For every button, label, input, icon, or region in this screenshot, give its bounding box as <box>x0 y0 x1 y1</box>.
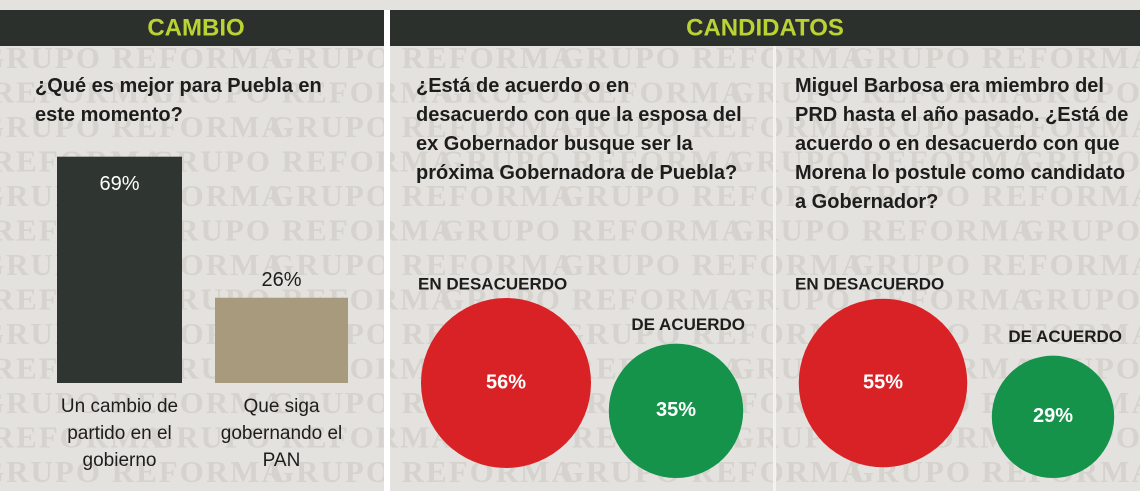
watermark-text: GRUPO REFORMA <box>150 144 456 179</box>
watermark-text: GRUPO REFORMA <box>0 420 166 455</box>
watermark-text: GRUPO REFORMA <box>440 75 746 110</box>
watermark-text: GRUPO REFORMA <box>0 75 166 110</box>
header-band <box>0 10 1140 46</box>
value-label: 26% <box>261 269 301 291</box>
category-label: EN DESACUERDO <box>795 274 944 293</box>
watermark-text: GRUPO REFORMA <box>150 75 456 110</box>
watermark-text: GRUPO REFORMA <box>560 247 866 282</box>
chart-title: ¿Está de acuerdo o en desacuerdo con que… <box>416 75 742 184</box>
watermark-text: GRUPO REFORMA <box>150 213 456 248</box>
bubble <box>991 355 1115 478</box>
watermark-text: GRUPO REFORMA <box>150 420 456 455</box>
watermark-text: GRUPO REFORMA <box>1020 213 1140 248</box>
value-label: 69% <box>99 173 139 195</box>
category-label: EN DESACUERDO <box>418 274 567 293</box>
bar <box>215 297 348 383</box>
watermark-text: GRUPO REFORMA <box>730 213 1036 248</box>
watermark-text: GRUPO REFORMA <box>270 178 576 213</box>
watermark-text: GRUPO REFORMA <box>270 109 576 144</box>
watermark-text: GRUPO REFORMA <box>440 144 746 179</box>
bubble <box>798 298 968 468</box>
chart-title: Miguel Barbosa era miembro del PRD hasta… <box>795 75 1129 213</box>
category-label: Que siga gobernando el PAN <box>220 396 343 471</box>
watermark-text: GRUPO REFORMA <box>270 247 576 282</box>
category-label: Un cambio de partido en el gobierno <box>60 396 179 471</box>
section-header: CANDIDATOS <box>686 14 844 41</box>
watermark-text: GRUPO REFORMA <box>0 385 286 420</box>
bar <box>57 156 182 383</box>
watermark-text: GRUPO REFORMA <box>850 178 1140 213</box>
chart-title: ¿Qué es mejor para Puebla en este moment… <box>35 75 322 126</box>
watermark-text: GRUPO REFORMA <box>440 213 746 248</box>
watermark-text: GRUPO REFORMA <box>0 109 286 144</box>
bubble <box>420 297 592 469</box>
value-label: 56% <box>486 371 526 393</box>
watermark-text: GRUPO REFORMA <box>850 247 1140 282</box>
watermark-text: GRUPO REFORMA <box>730 75 1036 110</box>
watermark-text: GRUPO REFORMA <box>1020 144 1140 179</box>
category-label: DE ACUERDO <box>1008 327 1122 346</box>
watermark-text: GRUPO REFORMA <box>850 109 1140 144</box>
watermark-text: GRUPO REFORMA <box>560 178 866 213</box>
watermark-text: GRUPO REFORMA <box>560 109 866 144</box>
watermark-text: GRUPO REFORMA <box>730 144 1036 179</box>
divider <box>384 10 390 491</box>
watermark-text: GRUPO REFORMA <box>1020 282 1140 317</box>
watermark-text: GRUPO REFORMA <box>0 454 286 489</box>
value-label: 35% <box>656 399 696 421</box>
watermark-text: GRUPO REFORMA <box>1020 75 1140 110</box>
section-header: CAMBIO <box>147 14 244 41</box>
category-label: DE ACUERDO <box>631 315 745 334</box>
value-label: 29% <box>1033 405 1073 427</box>
bubble <box>608 343 744 478</box>
value-label: 55% <box>863 371 903 393</box>
divider <box>773 46 776 491</box>
